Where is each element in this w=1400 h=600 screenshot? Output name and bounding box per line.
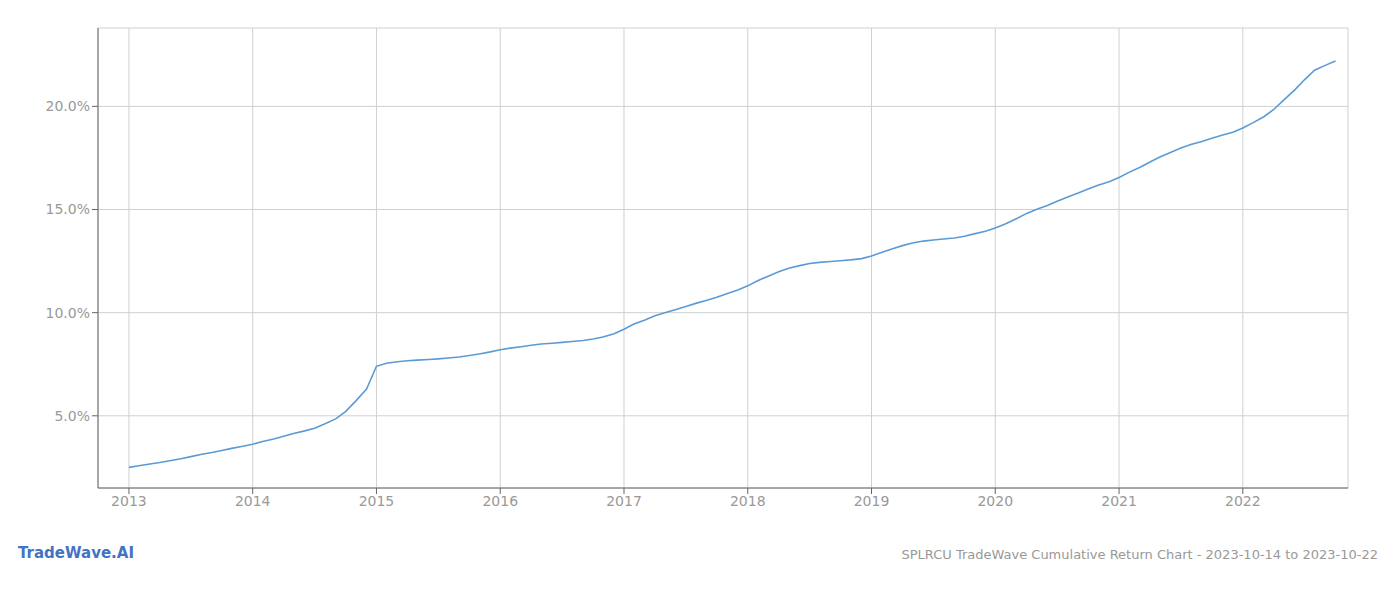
svg-text:2017: 2017 (606, 493, 642, 509)
svg-text:2016: 2016 (482, 493, 518, 509)
svg-text:2021: 2021 (1101, 493, 1137, 509)
svg-text:2018: 2018 (730, 493, 766, 509)
svg-text:2020: 2020 (977, 493, 1013, 509)
html-text:TradeWave.AI: TradeWave.AI (18, 544, 134, 562)
svg-text:2014: 2014 (235, 493, 271, 509)
svg-text:2013: 2013 (111, 493, 147, 509)
svg-text:2019: 2019 (854, 493, 890, 509)
svg-text:2015: 2015 (359, 493, 395, 509)
html-text:SPLRCU TradeWave Cumulative Re: SPLRCU TradeWave Cumulative Return Chart… (901, 547, 1378, 562)
svg-text:20.0%: 20.0% (46, 98, 90, 114)
svg-text:2022: 2022 (1225, 493, 1261, 509)
svg-text:5.0%: 5.0% (54, 408, 90, 424)
svg-text:15.0%: 15.0% (46, 201, 90, 217)
svg-text:10.0%: 10.0% (46, 305, 90, 321)
